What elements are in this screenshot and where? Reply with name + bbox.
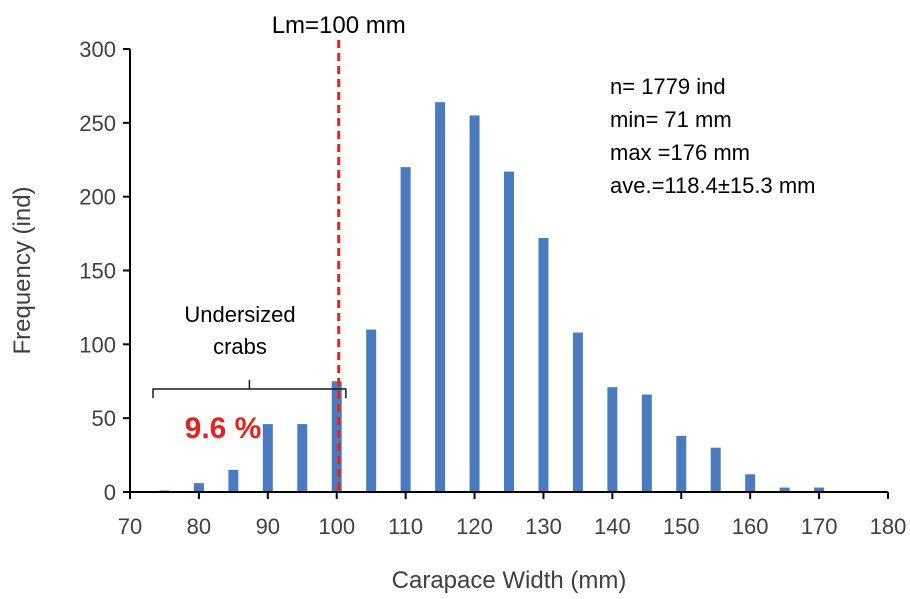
bar — [641, 394, 652, 492]
y-tick-label: 250 — [79, 111, 116, 136]
x-tick-label: 70 — [118, 514, 142, 539]
x-tick-label: 150 — [663, 514, 700, 539]
bar — [469, 115, 480, 492]
bars — [159, 102, 825, 492]
bar — [814, 487, 825, 492]
stats-box: n= 1779 ind min= 71 mm max =176 mm ave.=118… — [610, 74, 816, 198]
bar — [779, 487, 790, 492]
x-tick-label: 120 — [456, 514, 493, 539]
x-tick-label: 180 — [870, 514, 907, 539]
x-tick-label: 170 — [801, 514, 838, 539]
y-tick-label: 0 — [104, 480, 116, 505]
bar — [193, 483, 204, 492]
x-tick-label: 130 — [525, 514, 562, 539]
y-axis-label: Frequency (ind) — [9, 186, 36, 354]
bar — [228, 469, 239, 492]
stats-line: min= 71 mm — [610, 107, 732, 132]
y-tick-label: 200 — [79, 185, 116, 210]
y-tick-label: 300 — [79, 37, 116, 62]
undersized-percent: 9.6 % — [185, 412, 262, 445]
undersized-label: Undersized — [184, 302, 295, 327]
x-tick-label: 100 — [318, 514, 355, 539]
ticks: 0 50 100 150 200 250 300 70 80 90 100 110 120 130 140 1… — [79, 37, 906, 539]
stats-line: max =176 mm — [610, 140, 750, 165]
bar — [435, 102, 446, 492]
bar — [676, 435, 687, 492]
x-tick-label: 90 — [256, 514, 280, 539]
x-axis-label: Carapace Width (mm) — [392, 567, 627, 594]
y-tick-label: 50 — [92, 406, 116, 431]
bar — [607, 387, 618, 492]
x-tick-label: 80 — [187, 514, 211, 539]
y-tick-label: 100 — [79, 332, 116, 357]
bar — [366, 329, 377, 492]
bar — [262, 424, 273, 492]
y-tick-label: 150 — [79, 259, 116, 284]
stats-line: n= 1779 ind — [610, 74, 726, 99]
undersized-annotation: Undersized crabs 9.6 % — [184, 302, 295, 445]
stats-line: ave.=118.4±15.3 mm — [610, 173, 816, 198]
bar — [538, 238, 549, 492]
x-tick-label: 140 — [594, 514, 631, 539]
bar — [572, 332, 583, 492]
bar — [297, 424, 308, 492]
bar — [745, 474, 756, 492]
x-tick-label: 110 — [388, 514, 423, 539]
bar — [710, 447, 721, 492]
bar — [400, 167, 411, 492]
x-tick-label: 160 — [732, 514, 769, 539]
bar — [504, 171, 514, 492]
undersized-label: crabs — [213, 334, 267, 359]
bar — [331, 381, 342, 492]
undersized-bracket — [152, 380, 347, 398]
reference-line-label: Lm=100 mm — [272, 12, 406, 39]
